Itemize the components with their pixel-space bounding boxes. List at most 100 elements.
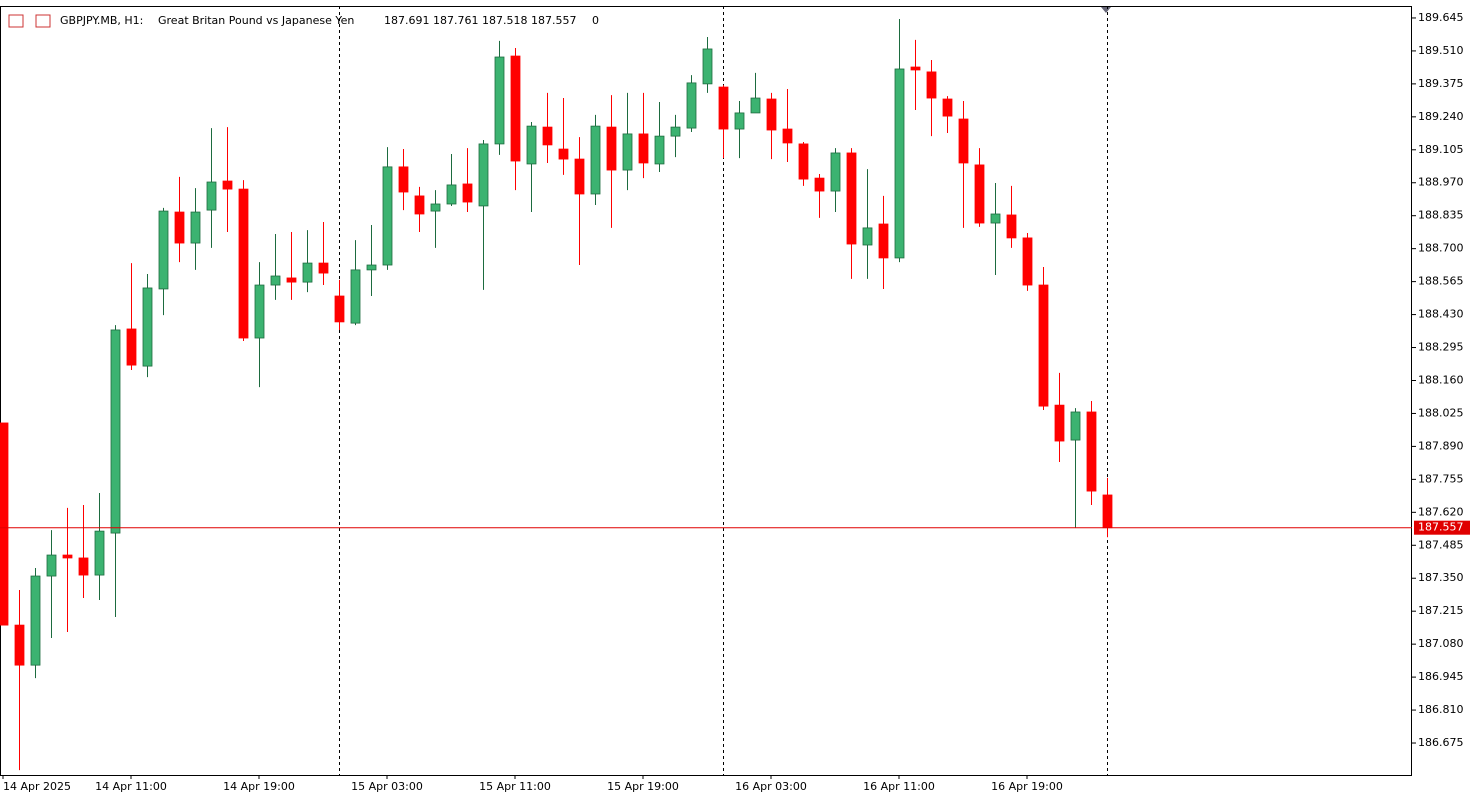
candle-body xyxy=(798,143,809,180)
candle-body xyxy=(446,184,457,205)
candle-body xyxy=(0,422,9,626)
candle-body xyxy=(590,125,601,195)
candle-body xyxy=(574,158,585,195)
candle-body xyxy=(190,211,201,244)
candle-body xyxy=(30,575,41,666)
candle-body xyxy=(350,269,361,324)
x-tick-label: 14 Apr 11:00 xyxy=(95,780,167,793)
candle-body xyxy=(398,166,409,193)
candle-body xyxy=(110,329,121,534)
y-tick-label: 187.485 xyxy=(1418,538,1464,551)
candle-body xyxy=(734,112,745,130)
candle-body xyxy=(1054,404,1065,442)
candle-body xyxy=(782,128,793,144)
candle-body xyxy=(718,86,729,130)
candle-body xyxy=(142,287,153,367)
y-tick-label: 189.375 xyxy=(1418,77,1464,90)
header-value: 187.557 xyxy=(531,14,577,27)
x-tick-label: 15 Apr 03:00 xyxy=(351,780,423,793)
candle-body xyxy=(334,295,345,323)
candle-body xyxy=(1006,214,1017,239)
candle-body xyxy=(1070,411,1081,441)
candle-body xyxy=(814,177,825,192)
price-label: 187.557 xyxy=(1418,521,1464,534)
candle-body xyxy=(366,264,377,271)
candle-body xyxy=(302,262,313,283)
candle-body xyxy=(478,143,489,207)
candle-body xyxy=(174,211,185,244)
icon xyxy=(35,14,51,28)
symbol: GBPJPY.MB, H1: xyxy=(60,14,143,27)
candle-body xyxy=(206,181,217,211)
header-icons xyxy=(8,14,51,28)
y-tick-label: 188.160 xyxy=(1418,373,1464,386)
candle-body xyxy=(1102,494,1113,529)
candle-body xyxy=(1086,411,1097,492)
candle-body xyxy=(414,195,425,215)
y-tick-label: 187.080 xyxy=(1418,637,1464,650)
candle-body xyxy=(46,554,57,577)
candle-body xyxy=(638,133,649,164)
icon xyxy=(8,14,24,28)
y-tick-label: 187.215 xyxy=(1418,604,1464,617)
candle-body xyxy=(958,118,969,164)
candle-body xyxy=(510,55,521,162)
x-tick-label: 16 Apr 03:00 xyxy=(735,780,807,793)
candle-body xyxy=(670,126,681,137)
y-tick-label: 187.890 xyxy=(1418,439,1464,452)
y-tick-label: 188.565 xyxy=(1418,275,1464,288)
candle-body xyxy=(606,126,617,171)
candle-body xyxy=(222,180,233,190)
candle-body xyxy=(238,188,249,339)
candle-body xyxy=(990,213,1001,224)
candle-body xyxy=(1038,284,1049,407)
y-tick-label: 187.755 xyxy=(1418,472,1464,485)
candle-body xyxy=(686,82,697,129)
candle-body xyxy=(766,98,777,131)
candle-body xyxy=(126,328,137,366)
y-tick-label: 187.350 xyxy=(1418,571,1464,584)
candle-body xyxy=(382,166,393,266)
candle-body xyxy=(94,530,105,576)
x-tick-label: 16 Apr 11:00 xyxy=(863,780,935,793)
candle-body xyxy=(14,624,25,666)
x-tick-label: 16 Apr 19:00 xyxy=(991,780,1063,793)
y-tick-label: 189.240 xyxy=(1418,110,1464,123)
header-value: 187.691 xyxy=(384,14,430,27)
candle-body xyxy=(78,557,89,576)
plot-frame xyxy=(0,6,1412,776)
x-tick-label: 15 Apr 19:00 xyxy=(607,780,679,793)
candle-body xyxy=(974,164,985,224)
candle-body xyxy=(62,554,73,559)
candle-body xyxy=(654,135,665,165)
candle-body xyxy=(622,133,633,171)
price-box xyxy=(1414,520,1470,535)
candle-body xyxy=(526,125,537,165)
y-tick-label: 188.430 xyxy=(1418,308,1464,321)
candle-body xyxy=(750,97,761,114)
y-tick-label: 188.835 xyxy=(1418,209,1464,222)
header-value: 0 xyxy=(592,14,599,27)
candle-body xyxy=(494,56,505,145)
candle-body xyxy=(926,71,937,99)
candle-body xyxy=(910,66,921,71)
candle-body xyxy=(462,183,473,203)
y-tick-label: 188.700 xyxy=(1418,242,1464,255)
candle-body xyxy=(878,223,889,259)
y-tick-label: 188.025 xyxy=(1418,406,1464,419)
description: Great Britan Pound vs Japanese Yen xyxy=(158,14,354,27)
current-bar-marker xyxy=(1101,7,1111,13)
candle-body xyxy=(542,126,553,146)
candle-body xyxy=(318,262,329,274)
y-tick-label: 188.295 xyxy=(1418,341,1464,354)
candle-body xyxy=(254,284,265,339)
candle-body xyxy=(270,275,281,286)
candle-body xyxy=(846,152,857,245)
candle-body xyxy=(286,277,297,283)
y-tick-label: 186.675 xyxy=(1418,736,1464,749)
candle-body xyxy=(702,48,713,85)
x-tick-label: 14 Apr 2025 xyxy=(3,780,71,793)
candle-body xyxy=(430,203,441,212)
y-tick-label: 188.970 xyxy=(1418,176,1464,189)
